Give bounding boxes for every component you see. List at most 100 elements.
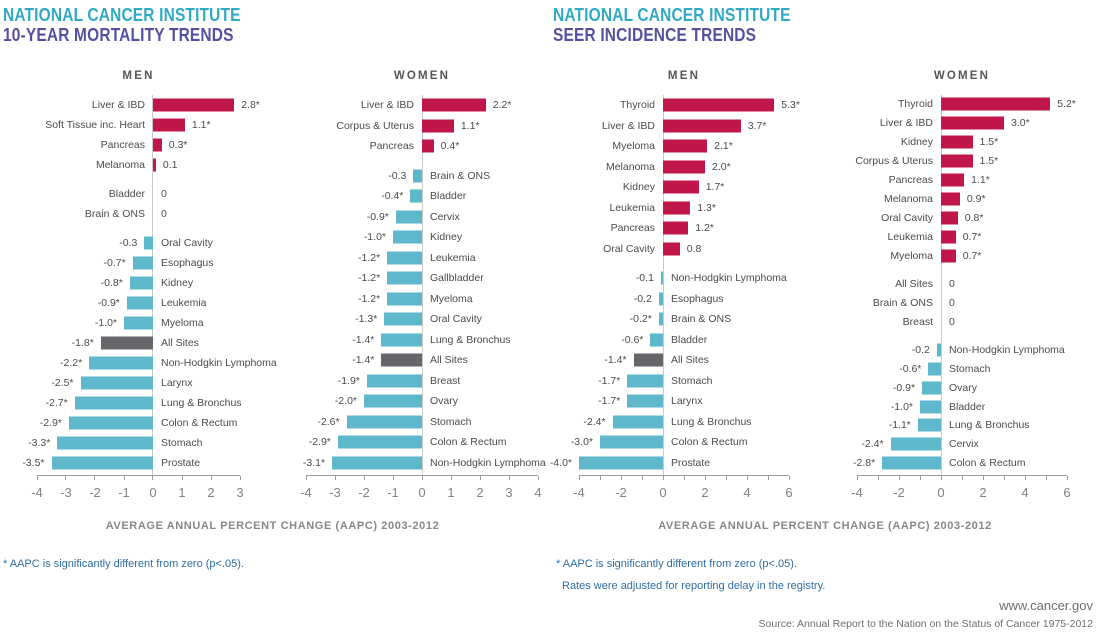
- value-label: -1.9*: [337, 374, 360, 387]
- value-label: -1.8*: [71, 337, 94, 349]
- value-label: -0.7*: [103, 257, 126, 269]
- bar-breast: [366, 374, 422, 388]
- category-label: Gallbladder: [430, 272, 484, 285]
- value-label: -0.6*: [899, 362, 922, 375]
- value-label: -2.4*: [583, 415, 606, 428]
- category-label: Melanoma: [605, 160, 655, 173]
- bar-row-liver-ibd: Liver & IBD 3.0*: [857, 114, 1067, 133]
- bar-myeloma: [941, 249, 956, 263]
- category-label: Colon & Rectum: [671, 436, 748, 449]
- bar-row-pancreas: Pancreas 0.4*: [306, 136, 538, 157]
- axis-tick: [334, 476, 336, 480]
- bar-corpus-uterus: [422, 119, 454, 133]
- bar-soft-tissue-inc-heart: [153, 118, 185, 132]
- value-label: -1.4*: [352, 354, 375, 367]
- plot-area: Liver & IBD 2.2* Corpus & Uterus 1.1* Pancre…: [303, 95, 546, 475]
- category-label: Lung & Bronchus: [160, 397, 242, 409]
- bar-row-larynx: Larynx -2.5*: [37, 373, 240, 393]
- value-label: -2.5*: [51, 377, 74, 389]
- bar-row-bladder: Bladder -0.4*: [306, 186, 538, 207]
- bar-row-brain-ons: Brain & ONS 0: [857, 293, 1067, 312]
- value-label: -2.7*: [45, 397, 68, 409]
- value-label: -0.1: [635, 272, 654, 285]
- category-label: Pancreas: [369, 140, 414, 153]
- category-label: Non-Hodgkin Lymphoma: [949, 343, 1065, 356]
- zero-baseline: [940, 95, 942, 475]
- category-label: Liver & IBD: [360, 99, 414, 112]
- axis-tick: [856, 476, 858, 480]
- bar-row-oral-cavity: Oral Cavity 0.8*: [857, 209, 1067, 228]
- axis-tick: [725, 476, 727, 480]
- bar-prostate: [51, 456, 153, 470]
- axis-tick: [704, 476, 706, 480]
- category-label: Bladder: [949, 400, 986, 413]
- axis-tick-label: -2: [893, 485, 905, 500]
- bar-all-sites: [100, 336, 153, 350]
- bar-melanoma: [663, 160, 705, 174]
- axis-tick-label: 4: [743, 485, 751, 500]
- category-label: Stomach: [430, 415, 472, 428]
- bar-row-cervix: Cervix -2.4*: [857, 435, 1067, 454]
- bar-kidney: [129, 276, 153, 290]
- axis-tick-label: 4: [534, 485, 542, 500]
- plot-area: Thyroid 5.2* Liver & IBD 3.0* Kidney 1.5* Corp…: [853, 95, 1076, 475]
- axis-tick: [940, 476, 942, 480]
- x-axis: -4 -3 -2 -1 0 1 2 3: [31, 475, 244, 506]
- value-label: -1.0*: [890, 400, 913, 413]
- bar-bladder: [920, 400, 941, 414]
- axis-tick-label: -1: [118, 485, 130, 500]
- axis-tick-label: 0: [659, 485, 667, 500]
- value-label: -0.8*: [100, 277, 123, 289]
- bar-row-thyroid: Thyroid 5.2*: [857, 95, 1076, 114]
- bar-row-colon-rectum: Colon & Rectum -2.8*: [853, 454, 1067, 473]
- category-label: Leukemia: [160, 297, 207, 309]
- bar-stomach: [57, 436, 153, 450]
- bar-colon-rectum: [337, 435, 422, 449]
- chart-title-line2: 10-YEAR MORTALITY TRENDS: [3, 24, 234, 45]
- value-label: -2.9*: [39, 417, 62, 429]
- category-label: Oral Cavity: [430, 313, 482, 326]
- bar-colon-rectum: [600, 435, 663, 449]
- axis-tick: [1066, 476, 1068, 480]
- bar-row-myeloma: Myeloma 0.7*: [857, 247, 1067, 266]
- category-label: Leukemia: [887, 231, 933, 244]
- category-label: All Sites: [895, 277, 933, 290]
- value-label: -0.9*: [97, 297, 120, 309]
- bar-row-stomach: Stomach -3.3*: [28, 433, 240, 453]
- bar-lung-bronchus: [74, 396, 153, 410]
- significance-footnote: * AAPC is significantly different from z…: [3, 558, 244, 570]
- bar-larynx: [80, 376, 153, 390]
- mortality-trends-chart: NATIONAL CANCER INSTITUTE 10-YEAR MORTAL…: [0, 0, 546, 636]
- bar-all-sites: [381, 353, 422, 367]
- axis-tick: [36, 476, 38, 480]
- value-label: -0.2: [633, 292, 652, 305]
- value-label: -1.2*: [358, 272, 381, 285]
- value-label: 0.8: [686, 242, 702, 255]
- bar-row-melanoma: Melanoma 0.9*: [857, 190, 1067, 209]
- panel-header-men: MEN: [122, 70, 155, 82]
- bar-larynx: [627, 394, 663, 408]
- value-label: -3.0*: [570, 436, 593, 449]
- axis-tick: [94, 476, 96, 480]
- category-label: Myeloma: [612, 140, 655, 153]
- bar-row-thyroid: Thyroid 5.3*: [579, 95, 800, 116]
- value-label: 0: [949, 277, 955, 290]
- axis-tick: [877, 476, 879, 480]
- bar-prostate: [579, 456, 663, 470]
- bar-row-soft-tissue-inc-heart: Soft Tissue inc. Heart 1.1*: [37, 115, 240, 135]
- bar-row-corpus-uterus: Corpus & Uterus 1.5*: [855, 152, 1067, 171]
- bar-stomach: [346, 415, 422, 429]
- bar-melanoma: [153, 158, 156, 172]
- x-axis: -4 -2 0 2 4 6: [573, 475, 793, 506]
- x-axis-label: AVERAGE ANNUAL PERCENT CHANGE (AAPC) 200…: [658, 520, 992, 532]
- axis-tick: [363, 476, 365, 480]
- bar-stomach: [928, 362, 941, 376]
- value-label: -1.0*: [94, 317, 118, 329]
- value-label: -1.7*: [598, 395, 621, 408]
- bar-row-non-hodgkin-lymphoma: Non-Hodgkin Lymphoma -0.2: [857, 340, 1067, 359]
- category-label: Kidney: [622, 181, 655, 194]
- category-label: Kidney: [900, 136, 933, 149]
- axis-tick: [788, 476, 790, 480]
- bar-kidney: [393, 230, 422, 244]
- bar-esophagus: [132, 256, 153, 270]
